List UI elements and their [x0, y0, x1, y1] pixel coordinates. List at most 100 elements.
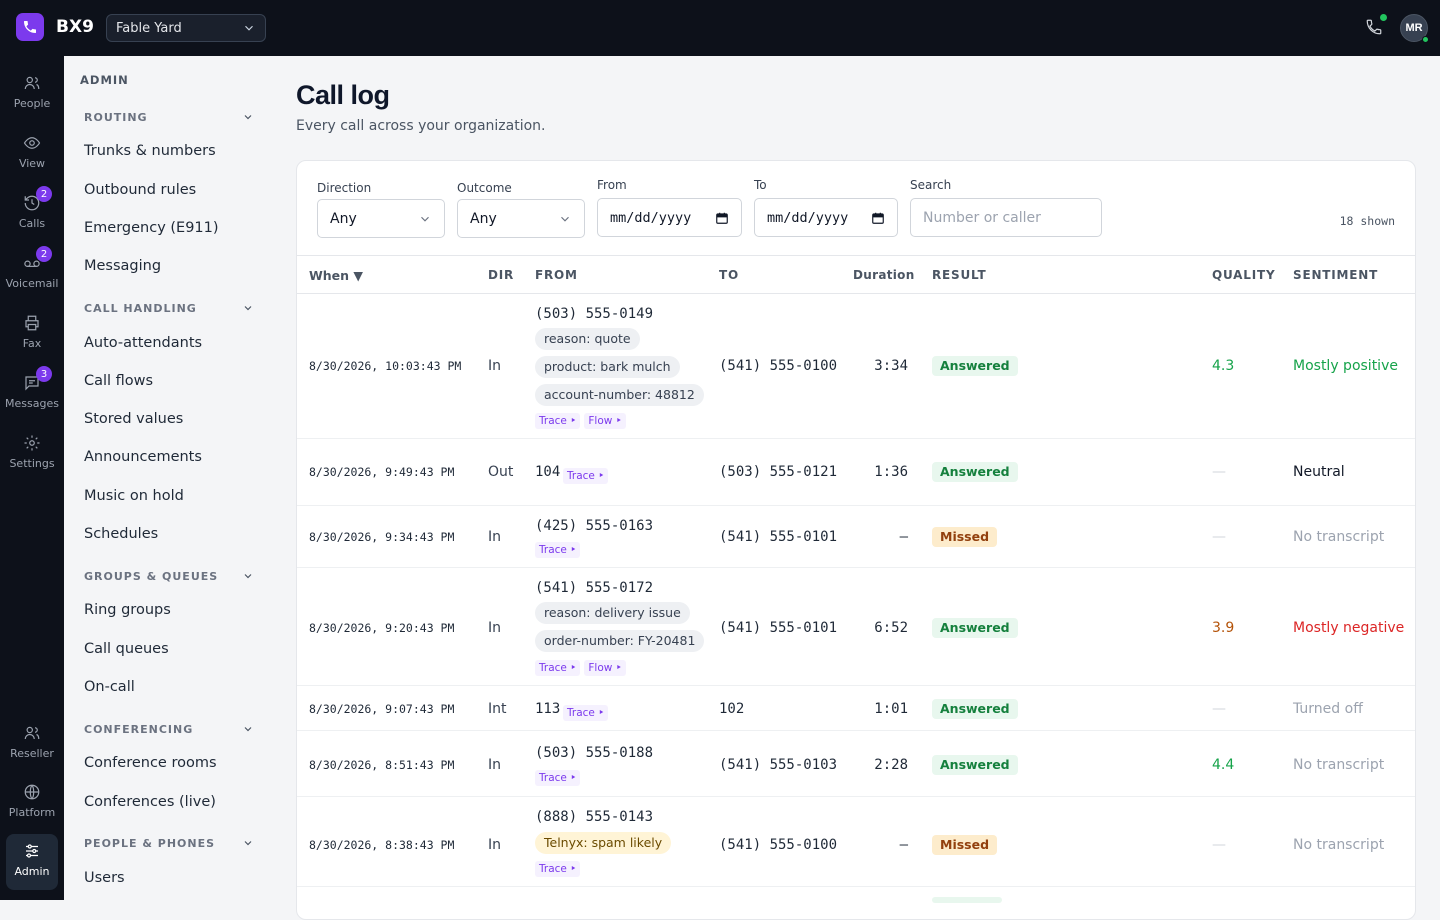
col-from[interactable]: FROM — [535, 268, 578, 282]
row-result: Answered — [932, 618, 1018, 638]
rail-item-calls[interactable]: Calls 2 — [0, 186, 64, 242]
row-from[interactable]: 113 — [535, 701, 561, 717]
user-avatar[interactable]: MR — [1400, 14, 1429, 43]
row-tag: order-number: FY-20481 — [535, 630, 705, 652]
rail-item-messages[interactable]: Messages 3 — [0, 366, 64, 422]
messages-badge: 3 — [36, 366, 52, 382]
row-from[interactable]: (541) 555-0172 — [535, 580, 654, 596]
chevron-down-icon[interactable] — [242, 570, 254, 582]
section-call-handling[interactable]: CALL HANDLING — [84, 302, 197, 315]
sidebar-item-messaging[interactable]: Messaging — [84, 258, 162, 274]
from-date-input[interactable]: mm/dd/yyyy — [597, 198, 742, 237]
direction-select[interactable]: Any — [317, 199, 445, 238]
chevron-down-icon[interactable] — [242, 111, 254, 123]
sidebar-item-conferences-live[interactable]: Conferences (live) — [84, 794, 216, 810]
softphone-icon[interactable] — [1365, 18, 1383, 36]
rail-item-fax[interactable]: Fax — [0, 306, 64, 362]
calendar-icon — [872, 212, 884, 224]
sidebar-item-conference-rooms[interactable]: Conference rooms — [84, 755, 217, 771]
col-quality[interactable]: QUALITY — [1212, 268, 1276, 282]
sidebar-item-announcements[interactable]: Announcements — [84, 449, 202, 465]
section-people-phones[interactable]: PEOPLE & PHONES — [84, 837, 216, 850]
row-duration: 3:34 — [874, 358, 908, 374]
row-from[interactable]: 104 — [535, 464, 561, 480]
trace-link[interactable]: Trace ‣ — [563, 468, 609, 484]
row-dir: Int — [488, 701, 507, 717]
table-row[interactable]: 8/30/2026, 9:49:43 PM Out 104 Trace ‣ (5… — [297, 439, 1415, 506]
to-date-input[interactable]: mm/dd/yyyy — [754, 198, 898, 237]
trace-link[interactable]: Trace ‣ — [535, 861, 581, 877]
chevron-down-icon[interactable] — [242, 837, 254, 849]
rail-item-settings[interactable]: Settings — [0, 426, 64, 482]
trace-link[interactable]: Trace ‣ — [535, 413, 581, 429]
sidebar-item-call-queues[interactable]: Call queues — [84, 641, 169, 657]
page-title: Call log — [296, 80, 390, 110]
col-dir[interactable]: DIR — [488, 268, 515, 282]
col-when[interactable]: When ▼ — [309, 268, 364, 283]
brand-name: BX9 — [56, 17, 94, 37]
row-to[interactable]: (541) 555-0100 — [719, 837, 838, 853]
sliders-icon — [26, 844, 38, 858]
col-sentiment[interactable]: SENTIMENT — [1293, 268, 1379, 282]
row-from[interactable]: (503) 555-0188 — [535, 745, 654, 761]
rail-item-people[interactable]: People — [0, 66, 64, 122]
rail-item-platform[interactable]: Platform — [0, 775, 64, 831]
row-from[interactable]: (503) 555-0149 — [535, 306, 654, 322]
row-duration: 6:52 — [874, 620, 908, 636]
search-input[interactable]: Number or caller — [910, 198, 1102, 237]
trace-link[interactable]: Trace ‣ — [535, 770, 581, 786]
row-to[interactable]: (503) 555-0121 — [719, 464, 838, 480]
table-row[interactable]: 8/30/2026, 8:38:43 PM In (888) 555-0143 … — [297, 797, 1415, 887]
rail-item-admin[interactable]: Admin — [6, 834, 58, 890]
col-to[interactable]: TO — [719, 268, 739, 282]
chevron-down-icon[interactable] — [242, 723, 254, 735]
section-groups-queues[interactable]: GROUPS & QUEUES — [84, 570, 219, 583]
rail-label: Voicemail — [5, 277, 59, 290]
table-row[interactable]: 8/30/2026, 9:07:43 PM Int 113 Trace ‣ 10… — [297, 686, 1415, 731]
table-row[interactable] — [297, 887, 1415, 919]
sidebar-item-emergency[interactable]: Emergency (E911) — [84, 220, 219, 236]
sidebar-item-outbound-rules[interactable]: Outbound rules — [84, 182, 197, 198]
trace-link[interactable]: Trace ‣ — [535, 542, 581, 558]
table-row[interactable]: 8/30/2026, 10:03:43 PM In (503) 555-0149… — [297, 294, 1415, 439]
sidebar-item-call-flows[interactable]: Call flows — [84, 373, 154, 389]
row-to[interactable]: 102 — [719, 701, 745, 717]
row-links: Trace ‣ — [563, 466, 612, 484]
table-row[interactable]: 8/30/2026, 8:51:43 PM In (503) 555-0188 … — [297, 731, 1415, 797]
sidebar-item-ring-groups[interactable]: Ring groups — [84, 602, 171, 618]
sidebar-item-on-call[interactable]: On-call — [84, 679, 135, 695]
trace-link[interactable]: Trace ‣ — [563, 705, 609, 721]
row-dir: In — [488, 358, 502, 374]
flow-link[interactable]: Flow ‣ — [584, 660, 626, 676]
col-result[interactable]: RESULT — [932, 268, 987, 282]
sidebar-item-schedules[interactable]: Schedules — [84, 526, 159, 542]
section-conferencing[interactable]: CONFERENCING — [84, 723, 194, 736]
row-to[interactable]: (541) 555-0100 — [719, 358, 838, 374]
sidebar-item-trunks[interactable]: Trunks & numbers — [84, 143, 216, 159]
row-from[interactable]: (425) 555-0163 — [535, 518, 654, 534]
row-from[interactable]: (888) 555-0143 — [535, 809, 654, 825]
col-duration[interactable]: Duration — [853, 268, 915, 282]
outcome-select[interactable]: Any — [457, 199, 585, 238]
trace-link[interactable]: Trace ‣ — [535, 660, 581, 676]
row-to[interactable]: (541) 555-0101 — [719, 620, 838, 636]
rail-label: People — [13, 97, 51, 110]
from-date-label: From — [597, 178, 627, 192]
rail-item-voicemail[interactable]: Voicemail 2 — [0, 246, 64, 302]
app-logo[interactable] — [16, 13, 44, 41]
sidebar-item-stored-values[interactable]: Stored values — [84, 411, 184, 427]
flow-link[interactable]: Flow ‣ — [584, 413, 626, 429]
table-row[interactable]: 8/30/2026, 9:20:43 PM In (541) 555-0172 … — [297, 568, 1415, 686]
sidebar-item-music-on-hold[interactable]: Music on hold — [84, 488, 184, 504]
sidebar-heading: ADMIN — [80, 73, 129, 87]
rail-item-view[interactable]: View — [0, 126, 64, 182]
rail-item-reseller[interactable]: Reseller — [0, 716, 64, 772]
sidebar-item-auto-attendants[interactable]: Auto-attendants — [84, 335, 203, 351]
row-to[interactable]: (541) 555-0103 — [719, 757, 838, 773]
row-to[interactable]: (541) 555-0101 — [719, 529, 838, 545]
sidebar-item-users[interactable]: Users — [84, 870, 125, 886]
table-row[interactable]: 8/30/2026, 9:34:43 PM In (425) 555-0163 … — [297, 506, 1415, 568]
section-routing[interactable]: ROUTING — [84, 111, 148, 124]
chevron-down-icon[interactable] — [242, 302, 254, 314]
org-selector[interactable]: Fable Yard — [106, 14, 266, 42]
